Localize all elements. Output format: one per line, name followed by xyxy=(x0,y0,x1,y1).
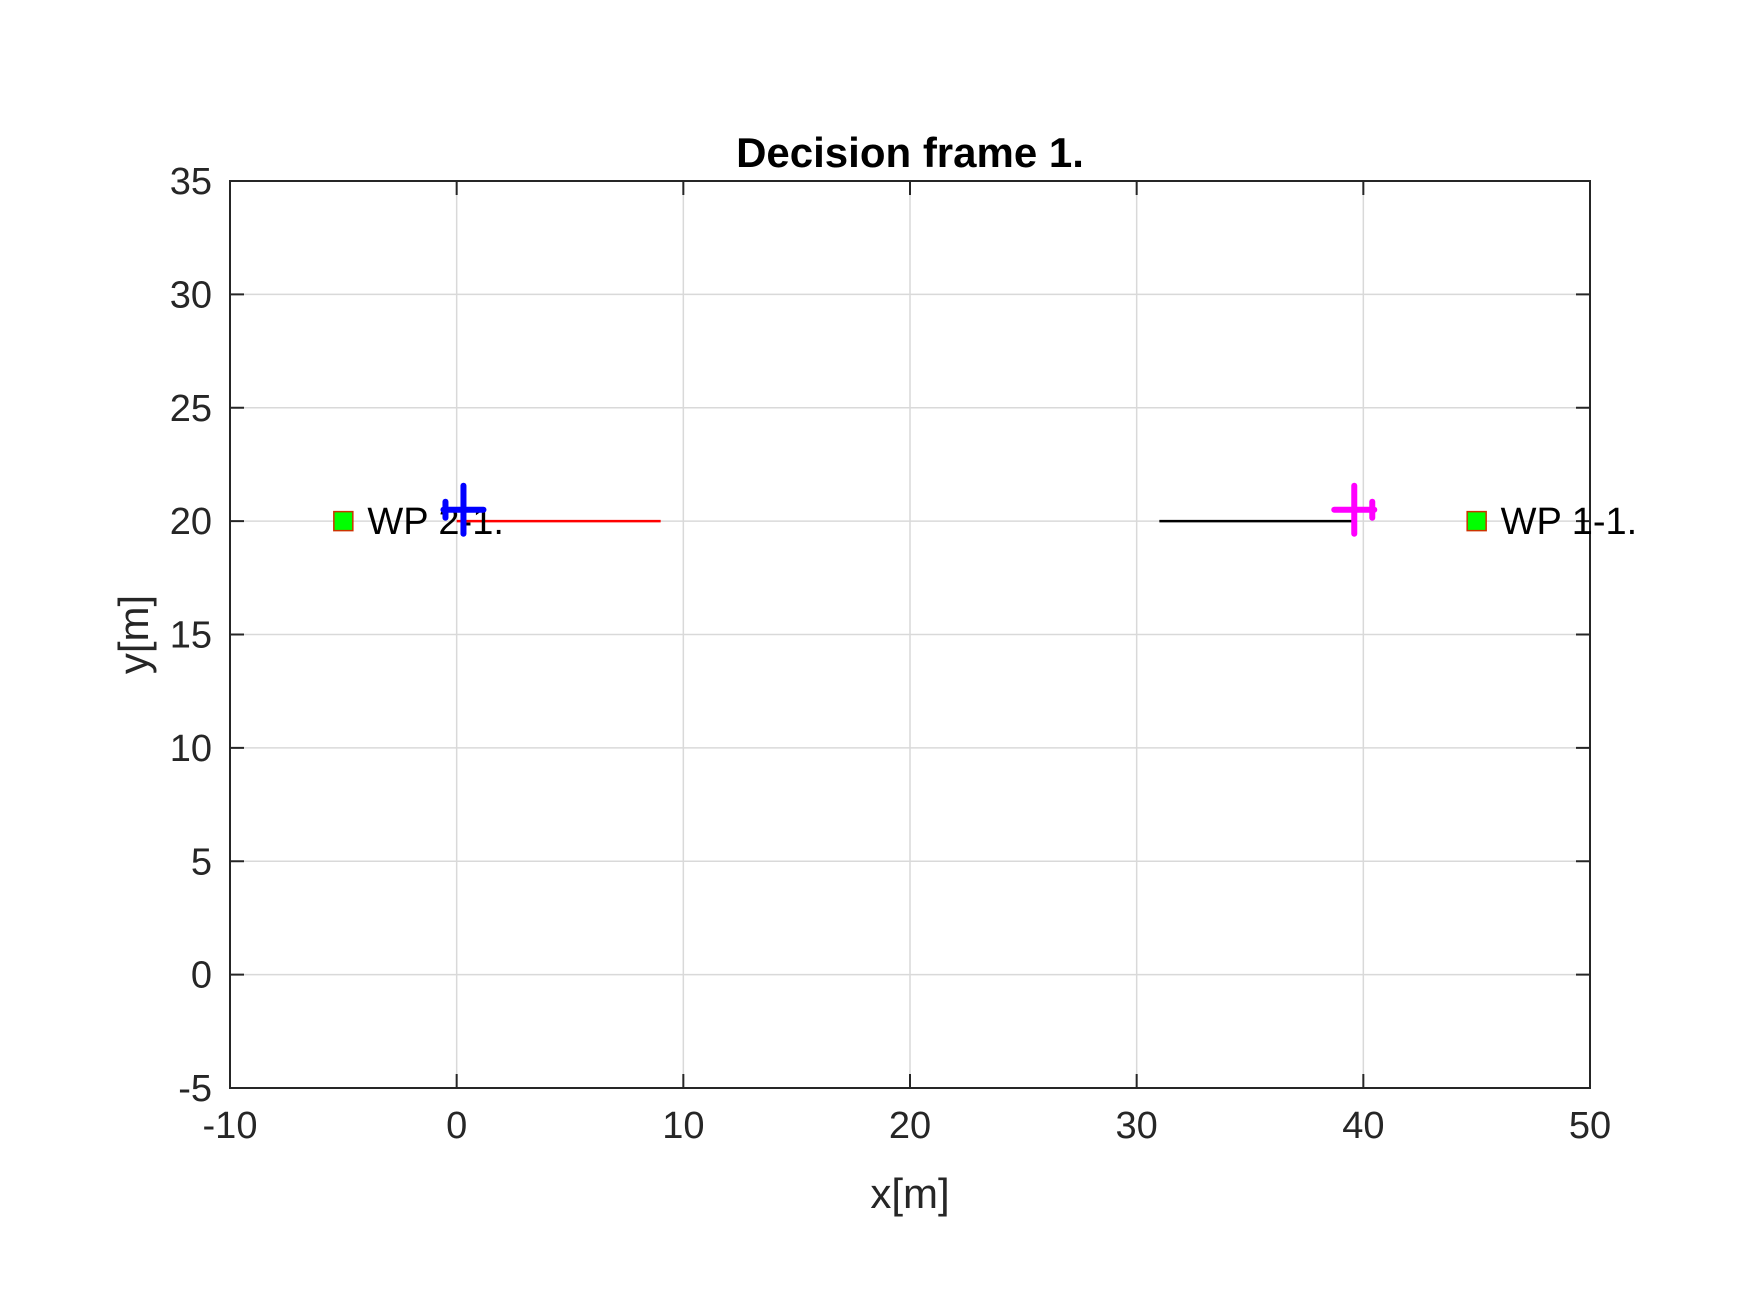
y-tick-label: 10 xyxy=(170,728,212,770)
y-tick-label: 25 xyxy=(170,388,212,430)
x-axis-label: x[m] xyxy=(870,1170,949,1217)
y-tick-label: 15 xyxy=(170,615,212,657)
x-tick-label: 40 xyxy=(1342,1105,1384,1147)
waypoint-marker xyxy=(1466,510,1487,532)
grid-lines xyxy=(230,181,1590,1088)
x-tick-label: 10 xyxy=(662,1105,704,1147)
axis-ticks: -10 0 10 20 30 40 50 -5 0 5 10 15 20 25 30 35 xyxy=(170,161,1611,1147)
y-tick-label: 30 xyxy=(170,274,212,316)
x-tick-label: 20 xyxy=(889,1105,931,1147)
x-tick-label: 30 xyxy=(1116,1105,1158,1147)
y-axis-label: y[m] xyxy=(110,595,157,674)
y-tick-label: 0 xyxy=(191,955,212,997)
y-tick-label: -5 xyxy=(178,1068,212,1110)
aircraft-markers xyxy=(440,482,1378,537)
y-tick-label: 20 xyxy=(170,501,212,543)
x-tick-label: 0 xyxy=(446,1105,467,1147)
y-tick-label: 35 xyxy=(170,161,212,203)
waypoint-label: WP 1-1. xyxy=(1501,501,1638,543)
x-tick-label: 50 xyxy=(1569,1105,1611,1147)
chart-title: Decision frame 1. xyxy=(736,129,1084,176)
waypoint-marker xyxy=(333,510,354,532)
y-tick-label: 5 xyxy=(191,841,212,883)
waypoint-markers: WP 2-1. WP 1-1. xyxy=(333,501,1638,543)
x-tick-label: -10 xyxy=(203,1105,258,1147)
aircraft-icon xyxy=(440,482,487,537)
aircraft-icon xyxy=(1331,482,1378,537)
